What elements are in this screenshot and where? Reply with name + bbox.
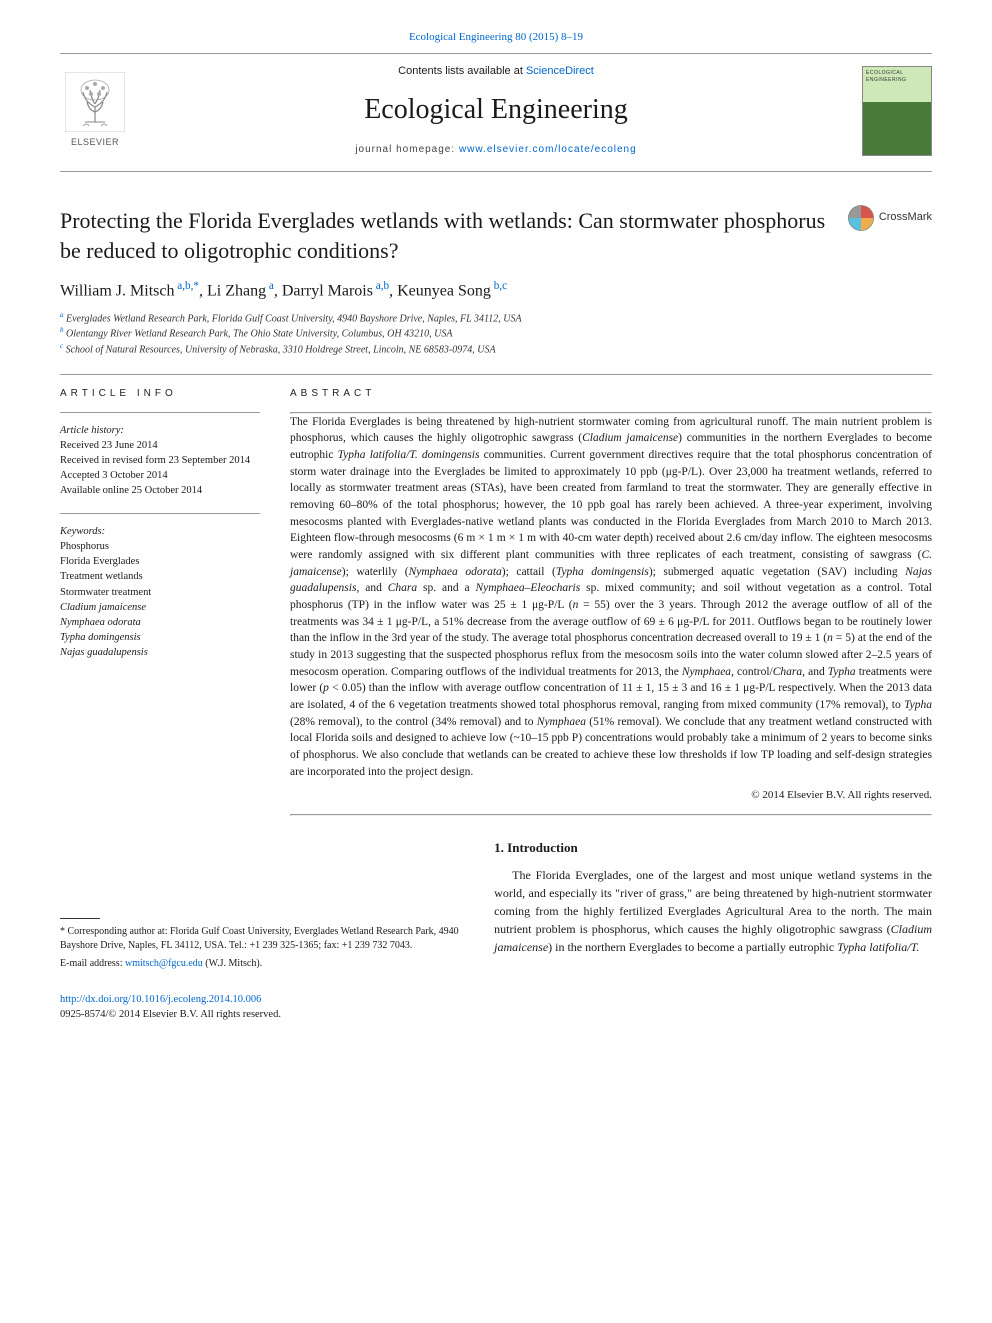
- crossmark-icon: [847, 204, 875, 232]
- affiliation: b Olentangy River Wetland Research Park,…: [60, 326, 932, 340]
- footer-block: http://dx.doi.org/10.1016/j.ecoleng.2014…: [60, 993, 932, 1022]
- info-rule-top: [60, 412, 260, 413]
- abstract-copyright: © 2014 Elsevier B.V. All rights reserved…: [290, 788, 932, 804]
- crossmark-badge[interactable]: CrossMark: [847, 204, 932, 232]
- introduction-heading: 1. Introduction: [494, 838, 932, 858]
- abstract-heading: ABSTRACT: [290, 387, 932, 402]
- intro-row: * Corresponding author at: Florida Gulf …: [60, 838, 932, 975]
- contents-line: Contents lists available at ScienceDirec…: [148, 64, 844, 79]
- sciencedirect-link[interactable]: ScienceDirect: [526, 65, 594, 77]
- keyword: Najas guadalupensis: [60, 645, 260, 660]
- abstract-rule-bottom: [290, 814, 932, 816]
- history-line: Available online 25 October 2014: [60, 483, 260, 498]
- keyword: Nymphaea odorata: [60, 615, 260, 630]
- publisher-logo[interactable]: ELSEVIER: [60, 66, 130, 156]
- article-info-column: ARTICLE INFO Article history: Received 2…: [60, 387, 260, 816]
- masthead: ELSEVIER Contents lists available at Sci…: [60, 53, 932, 172]
- article-title: Protecting the Florida Everglades wetlan…: [60, 206, 827, 265]
- article-info-heading: ARTICLE INFO: [60, 387, 260, 402]
- keyword: Treatment wetlands: [60, 569, 260, 584]
- corresponding-text: * Corresponding author at: Florida Gulf …: [60, 925, 464, 953]
- keyword: Phosphorus: [60, 539, 260, 554]
- cover-title-bottom: ENGINEERING: [866, 77, 928, 84]
- elsevier-tree-icon: [65, 72, 125, 132]
- homepage-prefix: journal homepage:: [355, 144, 459, 155]
- corresponding-rule: [60, 918, 100, 919]
- corresponding-email-who: (W.J. Mitsch).: [205, 958, 262, 969]
- keyword: Stormwater treatment: [60, 585, 260, 600]
- history-line: Received 23 June 2014: [60, 438, 260, 453]
- masthead-center: Contents lists available at ScienceDirec…: [148, 64, 844, 157]
- affiliation: a Everglades Wetland Research Park, Flor…: [60, 311, 932, 325]
- keyword: Florida Everglades: [60, 554, 260, 569]
- keyword: Typha domingensis: [60, 630, 260, 645]
- affiliations: a Everglades Wetland Research Park, Flor…: [60, 311, 932, 356]
- history-label: Article history:: [60, 423, 260, 438]
- history-line: Received in revised form 23 September 20…: [60, 453, 260, 468]
- introduction-section: 1. Introduction The Florida Everglades, …: [494, 838, 932, 975]
- contents-prefix: Contents lists available at: [398, 65, 526, 77]
- corresponding-author-block: * Corresponding author at: Florida Gulf …: [60, 838, 464, 975]
- keywords-block: Keywords: PhosphorusFlorida EvergladesTr…: [60, 524, 260, 661]
- corresponding-email-link[interactable]: wmitsch@fgcu.edu: [125, 958, 203, 969]
- separator-rule: [60, 374, 932, 375]
- crossmark-label: CrossMark: [879, 210, 932, 225]
- article-history-block: Article history: Received 23 June 2014Re…: [60, 423, 260, 499]
- abstract-column: ABSTRACT The Florida Everglades is being…: [290, 387, 932, 816]
- cover-title-top: ECOLOGICAL: [866, 70, 928, 77]
- keyword: Cladium jamaicense: [60, 600, 260, 615]
- history-line: Accepted 3 October 2014: [60, 468, 260, 483]
- homepage-line: journal homepage: www.elsevier.com/locat…: [148, 143, 844, 157]
- info-rule-mid: [60, 513, 260, 514]
- journal-title: Ecological Engineering: [148, 90, 844, 129]
- publisher-name: ELSEVIER: [71, 136, 119, 149]
- journal-homepage-link[interactable]: www.elsevier.com/locate/ecoleng: [459, 144, 637, 155]
- title-row: Protecting the Florida Everglades wetlan…: [60, 200, 932, 279]
- issn-copyright-line: 0925-8574/© 2014 Elsevier B.V. All right…: [60, 1008, 932, 1023]
- keywords-label: Keywords:: [60, 524, 260, 539]
- journal-reference: Ecological Engineering 80 (2015) 8–19: [60, 30, 932, 45]
- email-label: E-mail address:: [60, 958, 122, 969]
- introduction-body: The Florida Everglades, one of the large…: [494, 866, 932, 956]
- journal-ref-link[interactable]: Ecological Engineering 80 (2015) 8–19: [409, 31, 583, 43]
- affiliation: c School of Natural Resources, Universit…: [60, 342, 932, 356]
- doi-link[interactable]: http://dx.doi.org/10.1016/j.ecoleng.2014…: [60, 994, 261, 1005]
- abstract-body: The Florida Everglades is being threaten…: [290, 414, 932, 781]
- info-abstract-row: ARTICLE INFO Article history: Received 2…: [60, 387, 932, 816]
- authors: William J. Mitsch a,b,*, Li Zhang a, Dar…: [60, 279, 932, 303]
- corresponding-email-line: E-mail address: wmitsch@fgcu.edu (W.J. M…: [60, 957, 464, 971]
- journal-cover-thumb[interactable]: ECOLOGICAL ENGINEERING: [862, 66, 932, 156]
